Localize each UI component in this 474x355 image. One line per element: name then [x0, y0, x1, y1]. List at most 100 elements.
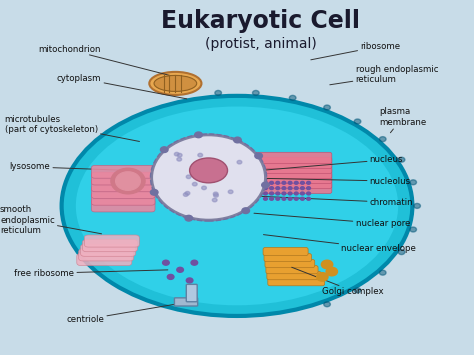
- Circle shape: [177, 153, 182, 157]
- FancyBboxPatch shape: [254, 167, 332, 179]
- Circle shape: [167, 274, 174, 279]
- Circle shape: [294, 181, 298, 184]
- Circle shape: [379, 137, 386, 142]
- Text: rough endoplasmic
reticulum: rough endoplasmic reticulum: [330, 65, 438, 85]
- Circle shape: [186, 175, 191, 179]
- Circle shape: [264, 187, 267, 190]
- Circle shape: [215, 91, 221, 95]
- Circle shape: [301, 192, 304, 195]
- Circle shape: [234, 137, 241, 143]
- Circle shape: [111, 168, 145, 194]
- Circle shape: [294, 187, 298, 190]
- FancyBboxPatch shape: [77, 253, 132, 266]
- Ellipse shape: [76, 106, 398, 305]
- Circle shape: [301, 197, 304, 200]
- Circle shape: [192, 182, 197, 186]
- Circle shape: [191, 260, 198, 265]
- Text: centriole: centriole: [66, 302, 187, 324]
- Text: (protist, animal): (protist, animal): [205, 37, 317, 51]
- Text: nuclear envelope: nuclear envelope: [264, 235, 416, 253]
- Text: cytoplasm: cytoplasm: [57, 73, 187, 99]
- Text: chromatin: chromatin: [240, 195, 413, 207]
- Circle shape: [307, 192, 310, 195]
- Circle shape: [177, 267, 183, 272]
- Circle shape: [301, 181, 304, 184]
- Circle shape: [321, 260, 333, 269]
- Circle shape: [289, 95, 296, 100]
- Text: ribosome: ribosome: [311, 42, 401, 60]
- Circle shape: [282, 181, 286, 184]
- Ellipse shape: [62, 96, 412, 316]
- Circle shape: [288, 192, 292, 195]
- Circle shape: [255, 153, 263, 159]
- FancyBboxPatch shape: [264, 253, 311, 262]
- FancyBboxPatch shape: [84, 235, 139, 247]
- FancyBboxPatch shape: [91, 192, 155, 205]
- Circle shape: [307, 197, 310, 200]
- Circle shape: [276, 187, 280, 190]
- Circle shape: [282, 192, 286, 195]
- Circle shape: [288, 187, 292, 190]
- FancyBboxPatch shape: [254, 182, 332, 193]
- Circle shape: [214, 193, 219, 197]
- Text: mitochondrion: mitochondrion: [38, 45, 177, 77]
- Circle shape: [161, 147, 168, 153]
- Circle shape: [193, 175, 198, 178]
- FancyBboxPatch shape: [91, 179, 155, 192]
- FancyBboxPatch shape: [266, 266, 318, 274]
- Circle shape: [201, 186, 206, 190]
- Text: Eukaryotic Cell: Eukaryotic Cell: [161, 9, 360, 33]
- Circle shape: [307, 187, 310, 190]
- Circle shape: [379, 270, 386, 275]
- Text: nucleus: nucleus: [264, 155, 403, 170]
- Text: nucleolus: nucleolus: [226, 176, 411, 186]
- Circle shape: [326, 267, 337, 276]
- Circle shape: [270, 181, 273, 184]
- Circle shape: [264, 197, 267, 200]
- Circle shape: [163, 260, 169, 265]
- Circle shape: [228, 190, 233, 193]
- Circle shape: [213, 192, 218, 196]
- Circle shape: [183, 193, 188, 196]
- Circle shape: [294, 192, 298, 195]
- Ellipse shape: [149, 72, 201, 95]
- FancyBboxPatch shape: [254, 152, 332, 164]
- FancyBboxPatch shape: [254, 177, 332, 189]
- Ellipse shape: [152, 135, 265, 220]
- Circle shape: [270, 197, 273, 200]
- Circle shape: [150, 190, 158, 195]
- Circle shape: [242, 208, 249, 213]
- FancyBboxPatch shape: [254, 162, 332, 174]
- FancyBboxPatch shape: [91, 199, 155, 212]
- FancyBboxPatch shape: [265, 260, 315, 268]
- FancyBboxPatch shape: [91, 186, 155, 198]
- Circle shape: [177, 158, 182, 161]
- Circle shape: [414, 203, 420, 208]
- Circle shape: [398, 250, 405, 255]
- Circle shape: [354, 119, 361, 124]
- Circle shape: [221, 171, 226, 174]
- Circle shape: [276, 181, 280, 184]
- Circle shape: [398, 157, 405, 162]
- Circle shape: [203, 162, 208, 165]
- Circle shape: [276, 197, 280, 200]
- Circle shape: [116, 172, 140, 190]
- Circle shape: [276, 192, 280, 195]
- Circle shape: [410, 227, 417, 232]
- Circle shape: [195, 132, 202, 138]
- Text: plasma
membrane: plasma membrane: [379, 108, 427, 133]
- FancyBboxPatch shape: [79, 249, 134, 261]
- FancyBboxPatch shape: [174, 298, 198, 306]
- FancyBboxPatch shape: [254, 172, 332, 184]
- Text: free ribosome: free ribosome: [14, 269, 168, 278]
- Text: microtubules
(part of cytoskeleton): microtubules (part of cytoskeleton): [5, 115, 139, 142]
- Circle shape: [186, 278, 193, 283]
- Circle shape: [288, 197, 292, 200]
- Circle shape: [294, 197, 298, 200]
- Circle shape: [317, 273, 328, 281]
- Circle shape: [270, 187, 273, 190]
- Ellipse shape: [154, 75, 197, 92]
- FancyBboxPatch shape: [91, 172, 155, 185]
- Circle shape: [282, 187, 286, 190]
- FancyBboxPatch shape: [91, 165, 155, 178]
